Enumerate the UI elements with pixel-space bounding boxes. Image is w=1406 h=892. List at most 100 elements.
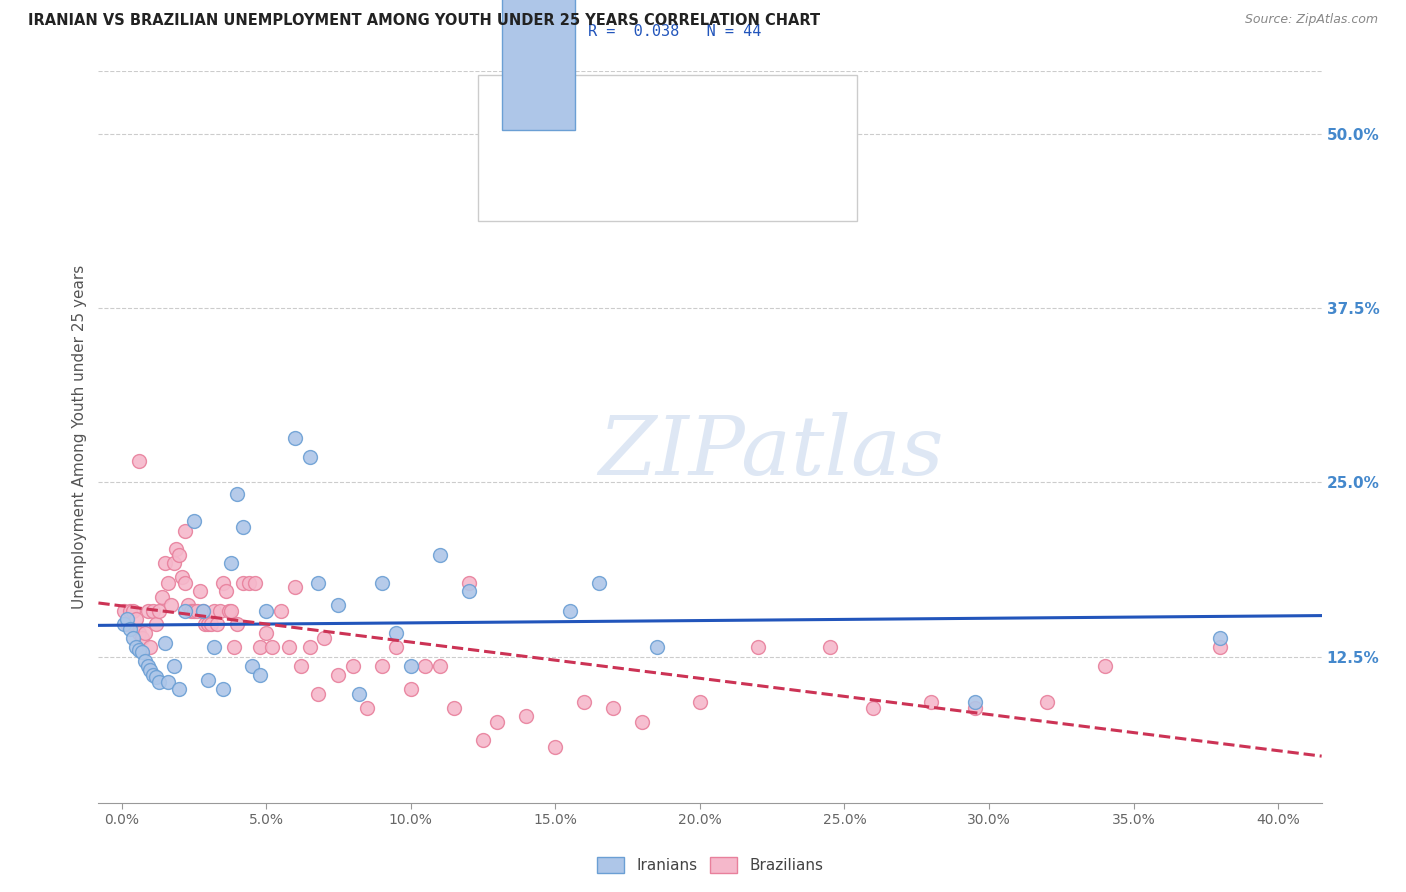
Point (148, 674, 170, 689)
Point (148, 603, 170, 617)
Point (142, 603, 165, 617)
Text: R =  0.038   N = 44: R = 0.038 N = 44 (588, 23, 761, 38)
Point (162, 556, 184, 570)
Point (205, 617, 228, 632)
Point (747, 640, 769, 654)
Legend: Iranians, Brazilians: Iranians, Brazilians (591, 851, 830, 880)
Point (307, 575, 329, 590)
Point (307, 687, 329, 701)
Point (238, 575, 260, 590)
Point (254, 603, 277, 617)
Point (208, 603, 231, 617)
Point (515, 709, 537, 723)
Point (120, 603, 142, 617)
Point (191, 603, 214, 617)
Point (162, 659, 184, 673)
Point (136, 603, 159, 617)
Point (131, 645, 153, 659)
Point (631, 714, 654, 729)
Point (117, 612, 139, 626)
Point (139, 640, 162, 654)
Point (224, 640, 246, 654)
Point (298, 450, 321, 465)
Point (486, 714, 509, 729)
Point (298, 640, 321, 654)
Point (1094, 659, 1116, 673)
Point (114, 617, 136, 632)
Point (211, 575, 233, 590)
Point (689, 696, 711, 710)
Point (122, 632, 145, 646)
Point (429, 548, 451, 562)
Point (183, 603, 205, 617)
Point (602, 701, 624, 715)
Y-axis label: Unemployment Among Youth under 25 years: Unemployment Among Youth under 25 years (72, 265, 87, 609)
FancyBboxPatch shape (478, 75, 856, 221)
Point (347, 687, 370, 701)
Point (114, 603, 136, 617)
Point (413, 659, 436, 673)
Point (131, 632, 153, 646)
Point (180, 603, 202, 617)
Point (125, 640, 148, 654)
Point (457, 575, 479, 590)
Point (188, 584, 211, 599)
Point (200, 617, 222, 632)
Point (156, 674, 179, 689)
Point (342, 659, 364, 673)
Point (128, 642, 150, 657)
Point (172, 570, 194, 584)
Point (142, 667, 165, 681)
Point (197, 617, 219, 632)
Point (371, 659, 394, 673)
Point (457, 584, 479, 599)
Point (174, 524, 197, 538)
Point (159, 598, 181, 612)
Point (472, 733, 495, 747)
Point (385, 640, 408, 654)
Point (150, 590, 173, 604)
Point (120, 622, 142, 636)
Point (284, 580, 307, 594)
Point (202, 640, 225, 654)
Point (221, 556, 243, 570)
Point (183, 514, 205, 528)
Point (232, 575, 254, 590)
Point (443, 701, 465, 715)
Point (169, 548, 191, 562)
Point (117, 617, 139, 632)
Point (254, 625, 277, 640)
Point (134, 654, 156, 668)
Point (226, 486, 249, 500)
Point (191, 603, 214, 617)
Point (1209, 640, 1232, 654)
Point (166, 542, 188, 557)
Point (371, 575, 394, 590)
Point (544, 740, 567, 755)
Point (232, 520, 254, 534)
Point (963, 696, 986, 710)
Point (221, 603, 243, 617)
Point (399, 659, 422, 673)
Point (194, 617, 217, 632)
Point (240, 659, 263, 673)
Point (328, 598, 350, 612)
Point (226, 617, 249, 632)
Point (312, 632, 335, 646)
Point (963, 701, 986, 715)
Point (270, 603, 292, 617)
FancyBboxPatch shape (502, 0, 575, 130)
Point (818, 640, 841, 654)
Point (145, 670, 167, 684)
Point (128, 454, 150, 468)
Point (134, 625, 156, 640)
Point (249, 667, 271, 681)
Point (249, 640, 271, 654)
Point (122, 603, 145, 617)
Point (125, 612, 148, 626)
Point (290, 659, 312, 673)
Point (214, 584, 236, 599)
Point (153, 635, 176, 649)
Point (202, 603, 225, 617)
Point (328, 667, 350, 681)
